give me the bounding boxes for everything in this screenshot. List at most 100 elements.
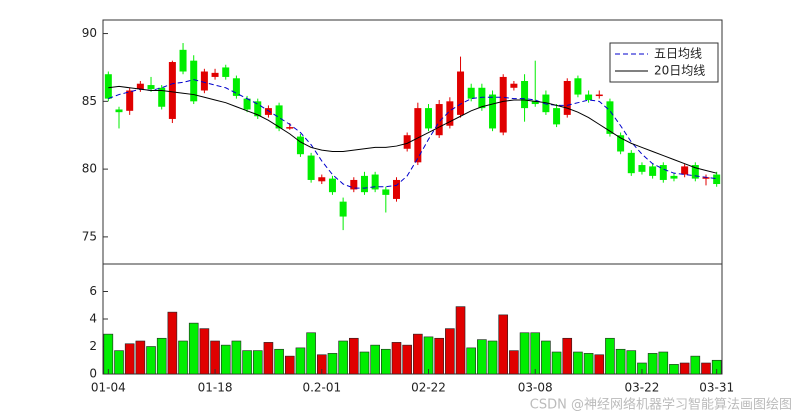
volume-bar bbox=[487, 340, 498, 375]
candle-body bbox=[542, 94, 550, 113]
candle-body bbox=[147, 85, 155, 90]
volume-bar bbox=[338, 340, 348, 375]
candle-body bbox=[211, 72, 219, 77]
ma-line bbox=[108, 79, 717, 189]
volume-bar bbox=[551, 351, 562, 375]
candle-body bbox=[521, 81, 529, 109]
candle-body bbox=[414, 108, 422, 163]
candle-body bbox=[670, 175, 678, 179]
candle-body bbox=[617, 135, 625, 152]
candle-body bbox=[254, 101, 262, 117]
volume-bar bbox=[658, 351, 669, 375]
candle-body bbox=[179, 49, 187, 72]
y-tick-label: 2 bbox=[89, 339, 97, 353]
volume-bar bbox=[626, 350, 637, 375]
candle-body bbox=[595, 94, 603, 97]
volume-bar bbox=[135, 340, 146, 375]
volume-bar bbox=[103, 333, 114, 375]
y-tick-label: 6 bbox=[89, 284, 97, 298]
volume-bar bbox=[583, 353, 594, 375]
candle-body bbox=[307, 155, 315, 180]
candle-body bbox=[296, 136, 304, 155]
volume-bar bbox=[701, 362, 711, 375]
candle-body bbox=[392, 179, 400, 199]
volume-bar bbox=[477, 339, 487, 375]
candle-body bbox=[243, 98, 251, 110]
candle-body bbox=[435, 104, 443, 136]
volume-bar bbox=[274, 348, 284, 375]
volume-bar bbox=[423, 336, 434, 375]
x-tick-label: 02-22 bbox=[411, 381, 446, 395]
candle-body bbox=[510, 83, 518, 88]
volume-bar bbox=[327, 353, 338, 375]
candle-body bbox=[585, 94, 593, 100]
volume-bar bbox=[509, 350, 519, 375]
volume-bar bbox=[434, 337, 444, 375]
volume-bar bbox=[242, 350, 252, 375]
x-tick-label: 0.2-01 bbox=[302, 381, 341, 395]
legend-box bbox=[609, 42, 719, 83]
candle-body bbox=[489, 94, 497, 129]
y-tick-label: 4 bbox=[89, 312, 97, 326]
candle-body bbox=[168, 62, 176, 119]
volume-bar bbox=[370, 344, 380, 375]
volume-bar bbox=[124, 343, 135, 375]
candle-body bbox=[691, 165, 699, 179]
volume-bar bbox=[178, 340, 188, 375]
volume-bar bbox=[199, 328, 210, 375]
volume-bar bbox=[231, 340, 242, 375]
volume-bar bbox=[114, 350, 124, 375]
candle-body bbox=[638, 165, 646, 172]
candle-body bbox=[574, 78, 582, 95]
candle-body bbox=[446, 101, 454, 126]
candle-body bbox=[126, 90, 134, 111]
volume-bar bbox=[679, 362, 690, 375]
volume-bar bbox=[359, 351, 370, 375]
candle-body bbox=[200, 71, 208, 91]
volume-bar bbox=[284, 355, 295, 375]
candle-body bbox=[425, 108, 433, 129]
candle-body bbox=[553, 108, 561, 125]
candle-body bbox=[478, 87, 486, 109]
y-tick-label: 85 bbox=[82, 94, 97, 108]
candle-body bbox=[136, 83, 144, 90]
volume-bar bbox=[669, 364, 679, 375]
candle-body bbox=[531, 101, 539, 105]
volume-bar bbox=[690, 355, 701, 375]
x-tick-label: 01-18 bbox=[198, 381, 233, 395]
candle-body bbox=[339, 201, 347, 217]
candle-body bbox=[350, 179, 358, 190]
volume-bar bbox=[605, 337, 615, 375]
volume-bar bbox=[391, 342, 402, 375]
candle-body bbox=[158, 87, 166, 107]
candle-body bbox=[104, 74, 112, 99]
volume-bar bbox=[146, 346, 156, 375]
candle-body bbox=[275, 105, 283, 129]
candle-body bbox=[286, 127, 294, 129]
volume-bar bbox=[562, 337, 573, 375]
volume-bar bbox=[381, 348, 391, 375]
candle-body bbox=[232, 78, 240, 96]
volume-bar bbox=[498, 314, 509, 375]
candle-body bbox=[457, 71, 465, 115]
candle-body bbox=[371, 174, 379, 190]
volume-bar bbox=[455, 306, 466, 375]
candle-body bbox=[360, 175, 368, 193]
candle-body bbox=[328, 178, 336, 193]
candle-body bbox=[382, 189, 390, 195]
volume-bar bbox=[402, 344, 412, 375]
candle-body bbox=[659, 165, 667, 180]
volume-bar bbox=[252, 350, 263, 375]
candle-body bbox=[681, 166, 689, 175]
watermark: CSDN @神经网络机器学习智能算法画图绘图 bbox=[530, 397, 792, 413]
volume-bar bbox=[413, 333, 423, 375]
candle-body bbox=[713, 174, 721, 185]
candle-body bbox=[222, 67, 230, 77]
volume-bar bbox=[156, 337, 167, 375]
volume-bar bbox=[167, 311, 178, 375]
x-tick-label: 03-22 bbox=[625, 381, 660, 395]
y-tick-label: 80 bbox=[82, 162, 97, 176]
volume-bar bbox=[530, 332, 541, 375]
volume-bar bbox=[349, 337, 359, 375]
